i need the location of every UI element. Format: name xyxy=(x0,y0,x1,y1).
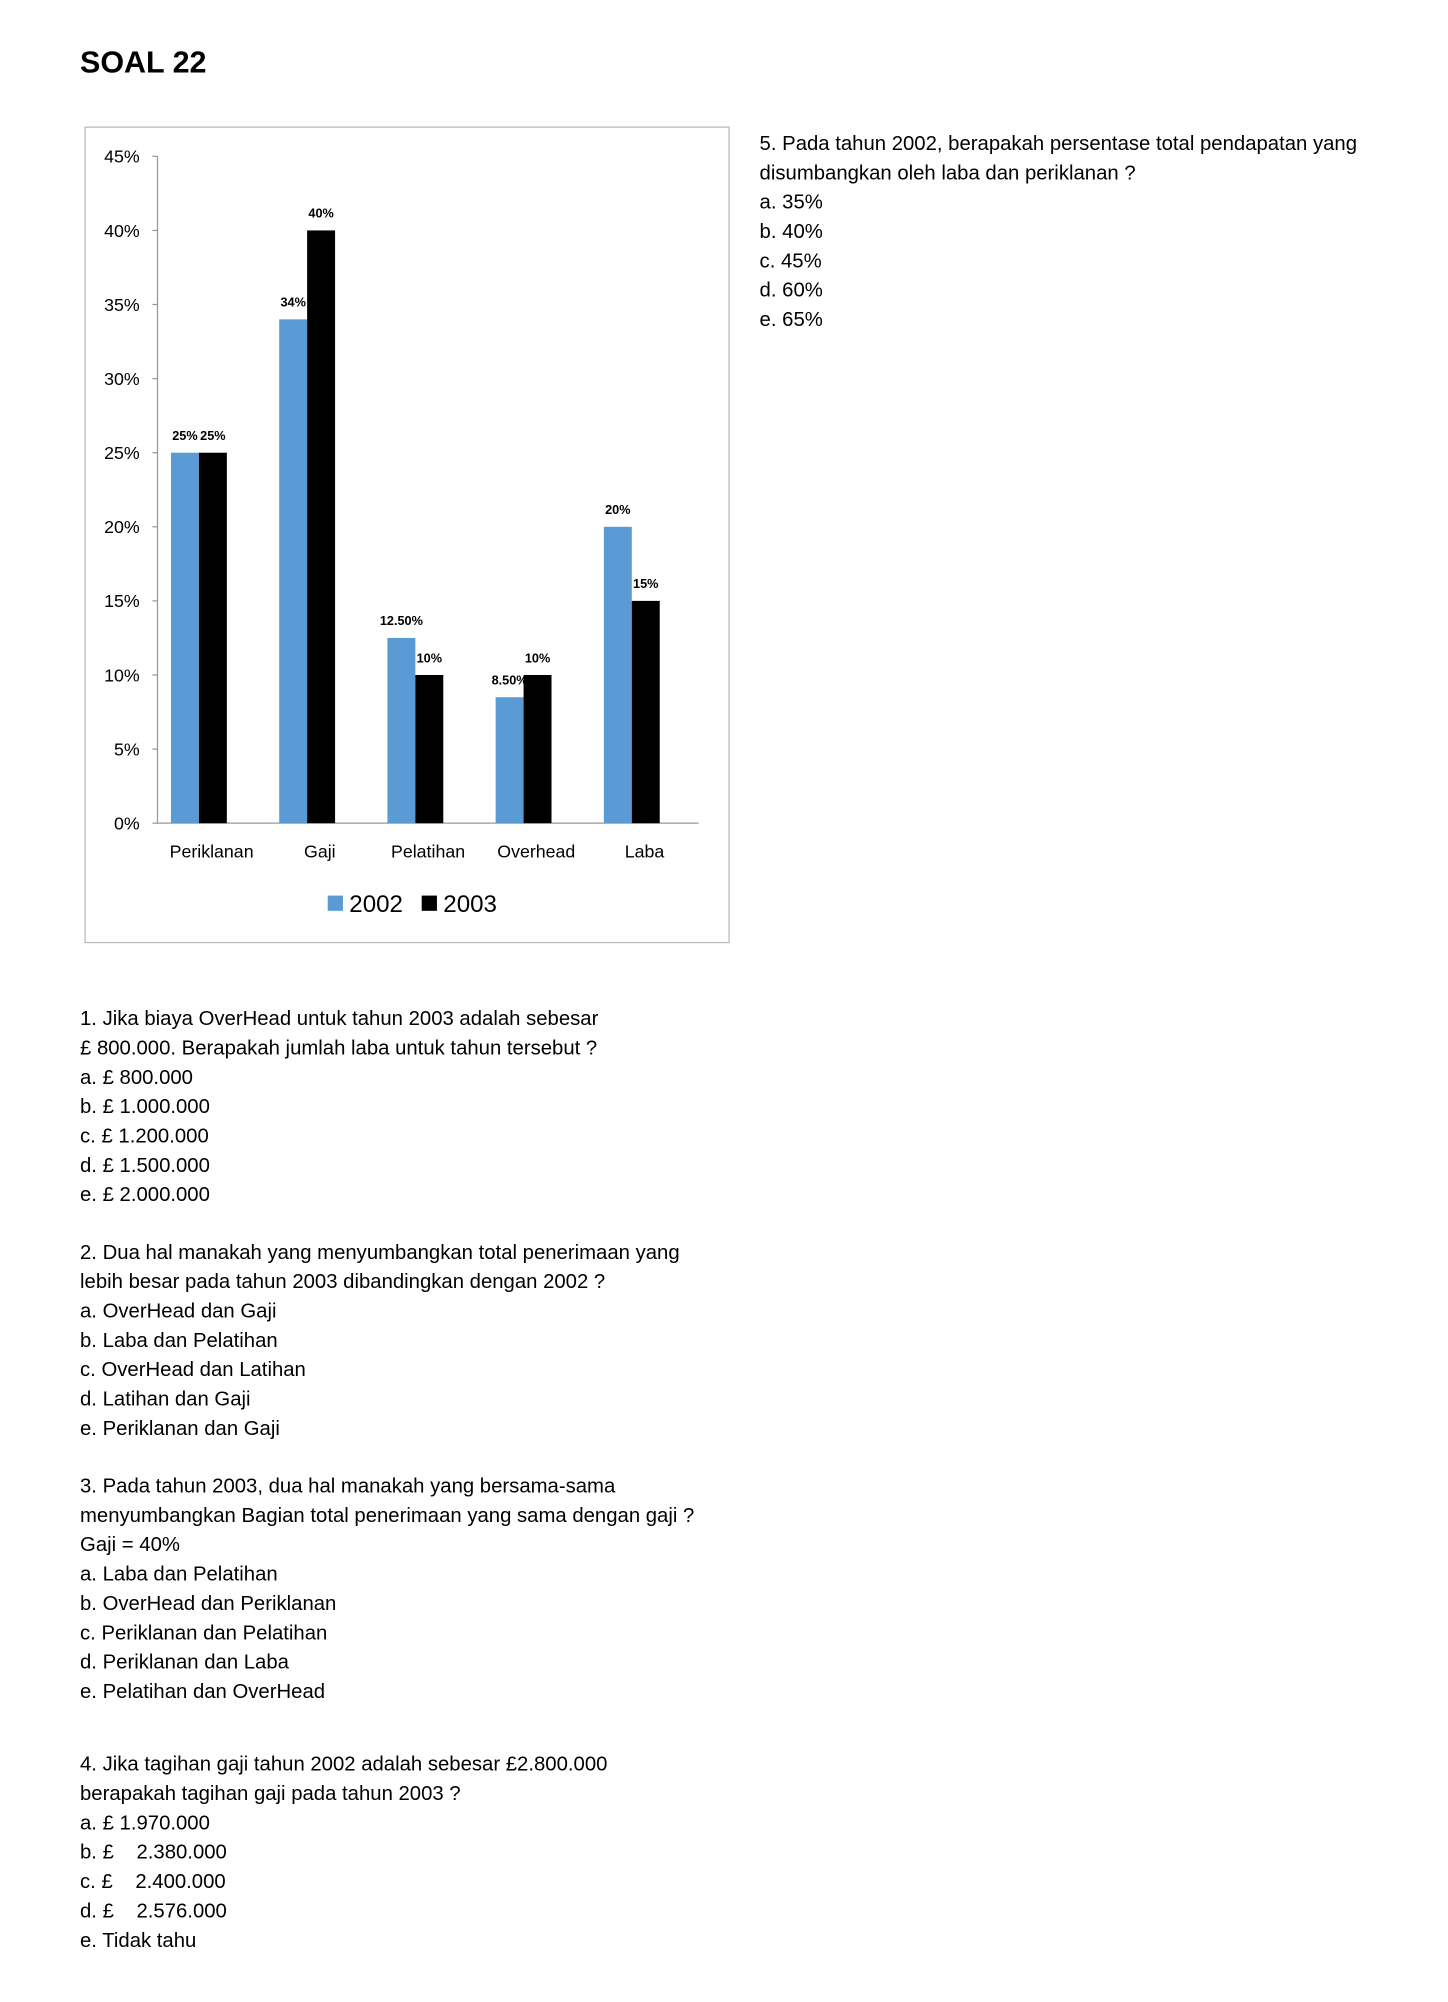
question-line: a. 35% xyxy=(760,192,823,214)
question-line: 4. Jika tagihan gaji tahun 2002 adalah s… xyxy=(80,1754,607,1776)
legend-swatch xyxy=(421,895,437,911)
bar xyxy=(415,674,444,824)
question-line: c. OverHead dan Latihan xyxy=(80,1359,306,1381)
question-line: d. £ 1.500.000 xyxy=(80,1155,210,1177)
question-line: e. Tidak tahu xyxy=(80,1930,196,1952)
question-line: c. 45% xyxy=(760,250,822,272)
question-line: a. Laba dan Pelatihan xyxy=(80,1564,278,1586)
value-label: 20% xyxy=(605,503,630,517)
bar xyxy=(495,697,524,824)
question-line: d. 60% xyxy=(760,280,823,302)
value-label: 15% xyxy=(633,577,658,591)
bar xyxy=(307,230,336,824)
value-label: 12.50% xyxy=(380,614,423,628)
question-line: 5. Pada tahun 2002, berapakah persentase… xyxy=(760,133,1357,155)
value-label: 25% xyxy=(200,429,225,443)
y-tick-label: 30% xyxy=(104,369,140,389)
page-title: SOAL 22 xyxy=(80,46,206,80)
question-line: d. £ 2.576.000 xyxy=(80,1900,227,1922)
value-label: 10% xyxy=(525,651,550,665)
value-label: 34% xyxy=(280,296,305,310)
question-line: b. OverHead dan Periklanan xyxy=(80,1593,336,1615)
question-line: e. 65% xyxy=(760,309,823,331)
question-line: d. Latihan dan Gaji xyxy=(80,1389,251,1411)
bar xyxy=(523,674,552,824)
question-line: e. Pelatihan dan OverHead xyxy=(80,1681,325,1703)
value-label: 8.50% xyxy=(492,674,528,688)
y-tick-label: 25% xyxy=(104,443,140,463)
bar xyxy=(198,452,227,824)
y-tick-label: 20% xyxy=(104,517,140,537)
legend-label: 2002 xyxy=(349,891,403,918)
question-line: d. Periklanan dan Laba xyxy=(80,1652,290,1674)
legend-label: 2003 xyxy=(443,891,497,918)
bar xyxy=(170,452,199,824)
x-tick-label: Periklanan xyxy=(170,841,254,861)
question-line: menyumbangkan Bagian total penerimaan ya… xyxy=(80,1505,694,1527)
y-tick-label: 10% xyxy=(104,665,140,685)
question-line: a. OverHead dan Gaji xyxy=(80,1301,276,1323)
question-line: c. £ 1.200.000 xyxy=(80,1125,209,1147)
y-tick-label: 40% xyxy=(104,221,140,241)
question-line: disumbangkan oleh laba dan periklanan ? xyxy=(760,162,1136,184)
x-tick-label: Overhead xyxy=(497,841,575,861)
x-tick-label: Pelatihan xyxy=(391,841,465,861)
question-line: b. Laba dan Pelatihan xyxy=(80,1330,278,1352)
question-line: b. £ 1.000.000 xyxy=(80,1096,210,1118)
question-line: 3. Pada tahun 2003, dua hal manakah yang… xyxy=(80,1476,616,1498)
question-line: Gaji = 40% xyxy=(80,1534,180,1556)
question-line: b. 40% xyxy=(760,221,823,243)
bar xyxy=(603,526,632,824)
x-tick-label: Gaji xyxy=(304,841,336,861)
y-tick-label: 5% xyxy=(114,739,140,759)
question-line: a. £ 1.970.000 xyxy=(80,1812,210,1834)
question-line: e. Periklanan dan Gaji xyxy=(80,1418,280,1440)
value-label: 10% xyxy=(417,651,442,665)
question-line: e. £ 2.000.000 xyxy=(80,1184,210,1206)
y-tick-label: 35% xyxy=(104,295,140,315)
question-line: c. £ 2.400.000 xyxy=(80,1871,226,1893)
question-line: 1. Jika biaya OverHead untuk tahun 2003 … xyxy=(80,1008,599,1030)
question-line: £ 800.000. Berapakah jumlah laba untuk t… xyxy=(80,1037,597,1059)
question-line: berapakah tagihan gaji pada tahun 2003 ? xyxy=(80,1783,461,1805)
question-line: b. £ 2.380.000 xyxy=(80,1842,227,1864)
legend-swatch xyxy=(327,895,343,911)
bar xyxy=(631,600,660,824)
question-line: c. Periklanan dan Pelatihan xyxy=(80,1622,327,1644)
question-line: 2. Dua hal manakah yang menyumbangkan to… xyxy=(80,1242,680,1264)
x-tick-label: Laba xyxy=(625,841,665,861)
question-line: lebih besar pada tahun 2003 dibandingkan… xyxy=(80,1271,605,1293)
value-label: 25% xyxy=(172,429,197,443)
y-tick-label: 15% xyxy=(104,591,140,611)
bar xyxy=(387,637,416,824)
y-tick-label: 0% xyxy=(114,814,140,834)
y-tick-label: 45% xyxy=(104,147,140,167)
bar xyxy=(279,319,308,824)
question-line: a. £ 800.000 xyxy=(80,1067,193,1089)
value-label: 40% xyxy=(308,207,333,221)
